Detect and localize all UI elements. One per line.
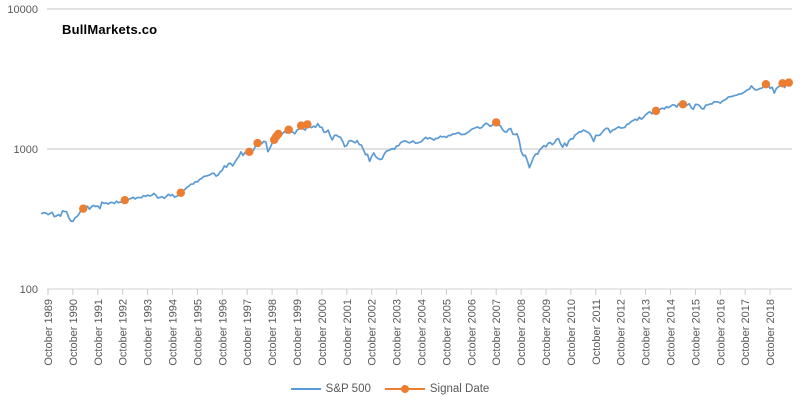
signal-dot (120, 195, 129, 205)
x-tick-label: October 2006 (466, 299, 478, 366)
signal-dot (284, 125, 293, 134)
x-tick-label: October 1990 (68, 299, 80, 366)
x-tick-label: October 2018 (765, 299, 777, 366)
x-tick-label: October 2010 (566, 299, 578, 366)
sp500-line-swatch (290, 388, 321, 390)
signal-dot (778, 79, 787, 88)
signal-dot (274, 129, 283, 139)
x-tick-label: October 2005 (441, 299, 453, 366)
signal-dot (296, 121, 306, 130)
signal-dot (176, 188, 185, 197)
y-tick-label: 100 (20, 284, 38, 296)
x-tick-label: October 2012 (616, 299, 628, 366)
x-tick-label: October 1992 (118, 299, 130, 366)
signal-date-marker-icon (400, 384, 409, 393)
signal-dot (79, 204, 88, 213)
y-tick-label: 1000 (14, 144, 38, 156)
signal-dot (651, 106, 661, 116)
legend-label-signal-date: Signal Date (429, 383, 490, 395)
legend-item-signal-date: Signal Date (384, 383, 490, 395)
signal-dot (303, 120, 312, 129)
x-tick-label: October 2007 (491, 299, 503, 366)
x-tick-label: October 2000 (317, 299, 329, 366)
x-tick-label: October 1994 (168, 299, 180, 366)
signal-dot (253, 138, 262, 148)
x-tick-label: October 2013 (641, 299, 653, 366)
signal-dot (492, 118, 501, 127)
signal-dot (784, 78, 793, 87)
x-tick-label: October 2017 (740, 299, 752, 366)
x-tick-label: October 2004 (417, 299, 429, 366)
x-tick-label: October 2001 (342, 299, 354, 366)
y-tick-label: 10000 (7, 4, 38, 16)
x-tick-label: October 2015 (690, 299, 702, 366)
x-tick-label: October 2003 (392, 299, 404, 366)
signal-dot (761, 80, 771, 89)
signal-date-swatch (384, 384, 425, 394)
x-tick-label: October 1996 (217, 299, 229, 366)
x-tick-label: October 2009 (541, 299, 553, 366)
signal-dot (245, 147, 254, 156)
x-tick-label: October 1997 (242, 299, 254, 366)
x-tick-label: October 2011 (591, 299, 603, 365)
legend: S&P 500 Signal Date (0, 383, 780, 395)
chart-title: BullMarkets.co (62, 22, 158, 37)
x-tick-label: October 2016 (715, 299, 727, 366)
x-tick-label: October 2008 (516, 299, 528, 366)
x-tick-label: October 1995 (192, 299, 204, 366)
sp500-line (40, 81, 790, 223)
x-tick-label: October 2002 (367, 299, 379, 366)
x-tick-label: October 1998 (267, 299, 279, 366)
x-tick-label: October 1989 (43, 299, 55, 366)
signal-dot (678, 100, 688, 109)
x-tick-label: October 2014 (666, 299, 678, 366)
legend-label-sp500: S&P 500 (325, 383, 371, 395)
x-tick-label: October 1991 (93, 299, 105, 366)
x-tick-label: October 1993 (143, 299, 155, 366)
legend-item-sp500: S&P 500 (290, 383, 371, 395)
x-tick-label: October 1999 (292, 299, 304, 366)
